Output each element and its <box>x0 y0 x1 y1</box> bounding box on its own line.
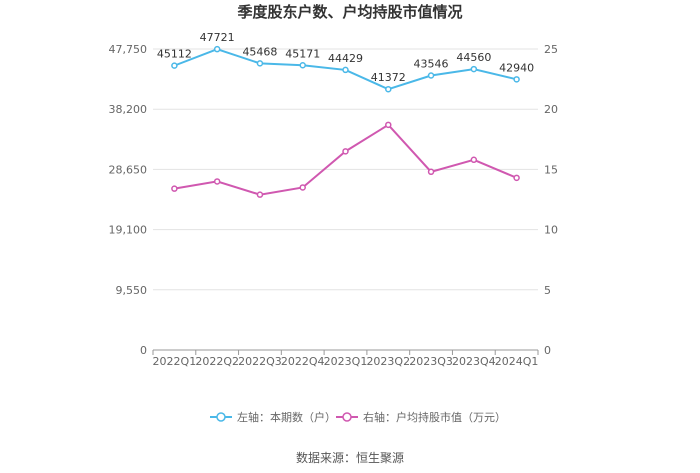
legend-label: 右轴：户均持股市值（万元） <box>363 410 506 424</box>
x-tick-label: 2022Q1 <box>153 355 197 368</box>
data-label: 44429 <box>328 52 363 65</box>
series-layer: 45112 47721 45468 45171 44429 41372 43546 44560… <box>157 31 534 198</box>
right-tick-label: 20 <box>544 103 558 116</box>
data-point <box>342 148 349 155</box>
series-2 <box>171 121 520 198</box>
data-label: 44560 <box>456 51 491 64</box>
right-axis-ticks: 0 5 10 15 20 25 <box>544 43 558 357</box>
legend-swatch-marker <box>342 412 352 422</box>
data-label: 47721 <box>200 31 235 44</box>
data-point <box>299 62 306 69</box>
data-point <box>470 65 478 73</box>
left-tick-label: 47,750 <box>109 43 148 56</box>
data-point <box>256 191 264 198</box>
grid <box>153 48 538 291</box>
data-point <box>171 185 178 192</box>
x-axis-ticks: 2022Q1 2022Q2 2022Q3 2022Q4 2023Q1 2023Q2 2023… <box>153 355 539 368</box>
right-tick-label: 10 <box>544 224 558 237</box>
data-point <box>213 45 221 53</box>
data-point <box>385 85 392 93</box>
legend: 左轴：本期数（户） 右轴：户均持股市值（万元） <box>210 410 506 424</box>
legend-swatch-marker <box>216 412 226 422</box>
x-tick-label: 2023Q3 <box>409 355 453 368</box>
x-tick-label: 2022Q3 <box>238 355 282 368</box>
data-point <box>427 72 435 79</box>
x-tick-label: 2023Q4 <box>452 355 496 368</box>
data-label: 45468 <box>242 45 277 58</box>
legend-label: 左轴：本期数（户） <box>237 410 336 424</box>
data-point <box>213 178 221 185</box>
left-tick-label: 38,200 <box>109 103 148 116</box>
legend-item-2[interactable]: 右轴：户均持股市值（万元） <box>336 410 506 424</box>
data-label: 41372 <box>371 71 406 84</box>
series-1: 45112 47721 45468 45171 44429 41372 43546 44560… <box>157 31 534 93</box>
x-tick-label: 2023Q1 <box>324 355 368 368</box>
data-point <box>256 60 264 67</box>
data-point <box>342 66 349 74</box>
data-point <box>513 76 520 83</box>
source-note: 数据来源：恒生聚源 <box>296 450 404 465</box>
data-label: 45112 <box>157 48 192 61</box>
left-tick-label: 28,650 <box>109 163 148 176</box>
x-tick-label: 2022Q4 <box>281 355 325 368</box>
x-tick-label: 2024Q1 <box>495 355 539 368</box>
left-tick-label: 9,550 <box>116 284 148 297</box>
data-label: 43546 <box>414 58 449 71</box>
chart-title: 季度股东户数、户均持股市值情况 <box>237 3 462 21</box>
data-label: 42940 <box>499 61 534 74</box>
left-axis-ticks: 0 9,550 19,100 28,650 38,200 47,750 <box>109 43 148 357</box>
right-tick-label: 15 <box>544 163 558 176</box>
data-point <box>171 62 178 69</box>
right-tick-label: 25 <box>544 43 558 56</box>
x-tick-label: 2022Q2 <box>195 355 239 368</box>
left-tick-label: 19,100 <box>109 224 148 237</box>
data-label: 45171 <box>285 47 320 60</box>
data-point <box>385 121 392 129</box>
right-tick-label: 5 <box>544 284 551 297</box>
series-line <box>174 123 518 196</box>
right-tick-label: 0 <box>544 344 551 357</box>
data-point <box>470 156 478 164</box>
left-tick-label: 0 <box>140 344 147 357</box>
data-point <box>427 168 435 176</box>
x-tick-label: 2023Q2 <box>366 355 410 368</box>
data-point <box>513 174 520 182</box>
axes <box>152 349 539 355</box>
data-point <box>299 184 306 191</box>
legend-item-1[interactable]: 左轴：本期数（户） <box>210 410 336 424</box>
